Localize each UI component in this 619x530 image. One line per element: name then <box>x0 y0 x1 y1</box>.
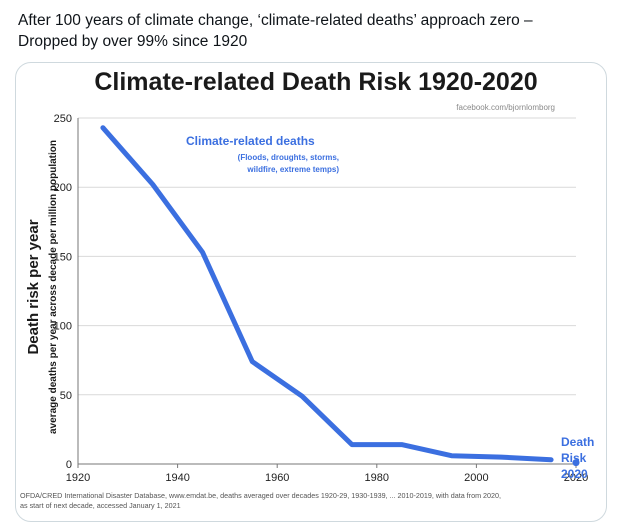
chart-credit: facebook.com/bjornlomborg <box>456 103 555 112</box>
tweet-text-line2: Dropped by over 99% since 1920 <box>18 33 248 50</box>
y-axis-label: Death risk per year <box>25 219 42 354</box>
y-tick-label-250: 250 <box>54 113 72 125</box>
series-annotation-sub1: (Floods, droughts, storms, <box>238 153 339 162</box>
tweet-text: After 100 years of climate change, ‘clim… <box>18 10 608 52</box>
tick-labels: 0 50 100 150 200 250 1920 1940 1960 1980 2000 2020 <box>54 113 589 484</box>
y-tick-label-0: 0 <box>66 459 72 471</box>
series-lines <box>100 125 554 463</box>
chart-image-card[interactable]: Climate-related Death Risk 1920-2020 fac… <box>15 62 607 522</box>
grid-lines <box>78 117 576 396</box>
x-tick-label-1960: 1960 <box>265 472 289 484</box>
y-tick-label-200: 200 <box>54 182 72 194</box>
x-tick-label-1980: 1980 <box>365 472 389 484</box>
chart-title: Climate-related Death Risk 1920-2020 <box>94 68 537 96</box>
x-tick-label-1920: 1920 <box>66 472 90 484</box>
end-label-death: Death <box>561 435 594 449</box>
x-tick-label-2000: 2000 <box>464 472 488 484</box>
y-axis-sublabel: average deaths per year across decade pe… <box>48 140 59 434</box>
end-point-2020 <box>572 459 580 467</box>
end-label-year: 2020 <box>561 467 588 481</box>
tweet-text-line1: After 100 years of climate change, ‘clim… <box>18 12 533 29</box>
y-tick-label-100: 100 <box>54 321 72 333</box>
end-label-risk: Risk <box>561 451 587 465</box>
series-annotation-title: Climate-related deaths <box>186 134 315 148</box>
x-tick-label-1940: 1940 <box>165 472 189 484</box>
series-annotation-sub2: wildfire, extreme temps) <box>246 165 339 174</box>
climate-death-chart: Climate-related Death Risk 1920-2020 fac… <box>20 68 594 510</box>
series-line-0 <box>100 125 554 463</box>
source-line-2: as start of next decade, accessed Januar… <box>20 501 181 510</box>
x-tick-label-2020: 2020 <box>564 472 588 484</box>
y-tick-label-50: 50 <box>60 390 72 402</box>
source-line-1: OFDA/CRED International Disaster Databas… <box>20 491 501 500</box>
y-tick-label-150: 150 <box>54 251 72 263</box>
